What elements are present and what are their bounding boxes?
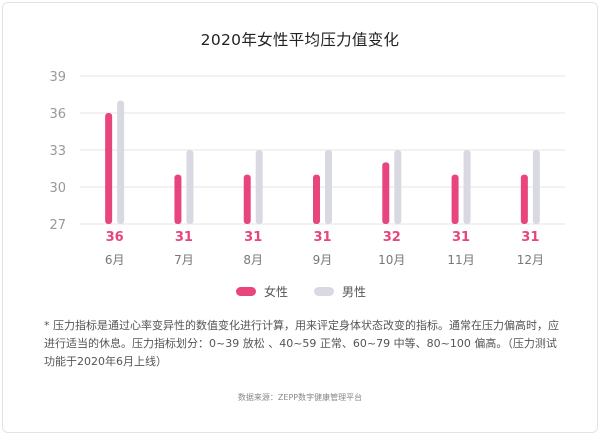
bar-female	[105, 113, 113, 224]
data-label: 31	[313, 230, 331, 245]
y-tick-label: 39	[49, 70, 66, 85]
data-label: 32	[383, 230, 401, 245]
bar-chart: 27 30 33 36 39 36 31 31 31 32 31 31 6月 7月 8月 9月 10月 11月…	[49, 70, 565, 267]
data-label: 31	[244, 230, 262, 245]
x-tick-label: 7月	[174, 253, 194, 267]
bar-male	[325, 150, 332, 224]
data-label: 31	[521, 230, 539, 245]
legend-swatch-female	[236, 286, 256, 296]
data-label: 31	[452, 230, 470, 245]
legend-item-male: 男性	[314, 283, 366, 299]
bar-male	[463, 150, 471, 224]
bar-male	[394, 150, 402, 224]
x-tick-label: 9月	[313, 253, 333, 267]
x-tick-label: 12月	[517, 253, 544, 267]
y-tick-label: 27	[49, 218, 66, 233]
bar-male	[117, 100, 125, 224]
x-tick-label: 11月	[447, 253, 474, 267]
data-label: 31	[175, 230, 193, 245]
bar-female	[243, 174, 251, 224]
bars	[105, 100, 540, 224]
data-source: 数据来源：ZEPP数字健康管理平台	[237, 393, 363, 402]
bar-female	[382, 162, 390, 224]
legend-label-female: 女性	[264, 284, 289, 299]
data-label: 36	[106, 230, 124, 245]
legend-label-male: 男性	[342, 284, 367, 299]
legend-swatch-male	[314, 286, 334, 296]
legend-item-female: 女性	[236, 283, 288, 299]
y-tick-label: 33	[49, 144, 66, 159]
bar-female	[451, 174, 459, 224]
y-axis-ticks: 27 30 33 36 39	[49, 70, 66, 233]
bar-male	[532, 150, 540, 224]
x-tick-label: 8月	[243, 253, 263, 267]
chart-title: 2020年女性平均压力值变化	[200, 31, 400, 49]
data-labels: 36 31 31 31 32 31 31	[106, 230, 540, 245]
grid-lines	[80, 75, 565, 225]
x-tick-label: 6月	[105, 253, 125, 267]
bar-female	[313, 174, 320, 224]
footnote: * 压力指标是通过心率变异性的数值变化进行计算，用来评定身体状态改变的指标。通常…	[44, 319, 559, 368]
bar-male	[255, 150, 263, 224]
bar-female	[520, 174, 528, 224]
x-axis-ticks: 6月 7月 8月 9月 10月 11月 12月	[105, 253, 544, 267]
y-tick-label: 30	[49, 181, 66, 196]
y-tick-label: 36	[49, 107, 66, 122]
x-tick-label: 10月	[378, 253, 405, 267]
bar-female	[174, 174, 182, 224]
bar-male	[186, 150, 194, 224]
